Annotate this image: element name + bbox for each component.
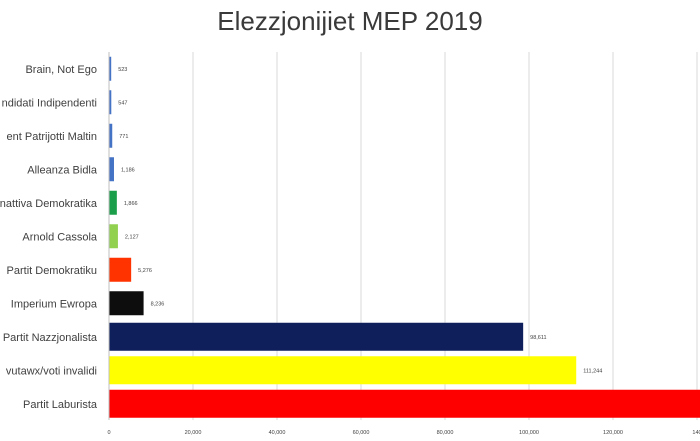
- value-label: 2,127: [125, 234, 139, 240]
- bar: [109, 123, 113, 148]
- bar: [109, 322, 524, 351]
- x-tick-label: 80,000: [437, 430, 454, 436]
- value-label: 98,611: [530, 335, 546, 341]
- category-label: nattiva Demokratika: [0, 198, 98, 210]
- bar: [109, 389, 700, 418]
- bar: [109, 224, 118, 249]
- bar: [109, 356, 577, 385]
- category-label: vutawx/voti invalidi: [6, 365, 97, 377]
- category-label: Alleanza Bidla: [27, 164, 98, 176]
- x-tick-label: 40,000: [269, 430, 286, 436]
- x-tick-label: 60,000: [353, 430, 370, 436]
- value-label: 523: [118, 67, 127, 73]
- category-label: Partit Nazzjonalista: [3, 332, 98, 344]
- x-tick-label: 140: [692, 430, 700, 436]
- value-label: 547: [118, 100, 127, 106]
- bar: [109, 291, 144, 316]
- bar: [109, 157, 114, 182]
- x-tick-label: 20,000: [185, 430, 202, 436]
- value-label: 1,186: [121, 167, 135, 173]
- bar: [109, 56, 112, 81]
- category-label: Partit Laburista: [23, 399, 98, 411]
- value-label: 111,244: [583, 368, 602, 374]
- category-label: Arnold Cassola: [22, 231, 97, 243]
- bar: [109, 190, 117, 215]
- value-label: 5,276: [138, 268, 152, 274]
- category-label: ndidati Indipendenti: [2, 97, 97, 109]
- category-label: Brain, Not Ego: [25, 64, 97, 76]
- bar: [109, 257, 132, 282]
- category-label: Partit Demokratiku: [7, 265, 97, 277]
- value-label: 1,866: [124, 201, 138, 207]
- x-tick-label: 120,000: [603, 430, 623, 436]
- category-label: Imperium Ewropa: [11, 298, 98, 310]
- value-label: 771: [119, 134, 128, 140]
- category-label: ent Patrijotti Maltin: [7, 131, 97, 143]
- bar: [109, 90, 112, 115]
- x-tick-label: 0: [107, 430, 110, 436]
- value-label: 8,236: [151, 301, 165, 307]
- x-tick-label: 100,000: [519, 430, 539, 436]
- chart-title: Elezzjonijiet MEP 2019: [217, 6, 483, 36]
